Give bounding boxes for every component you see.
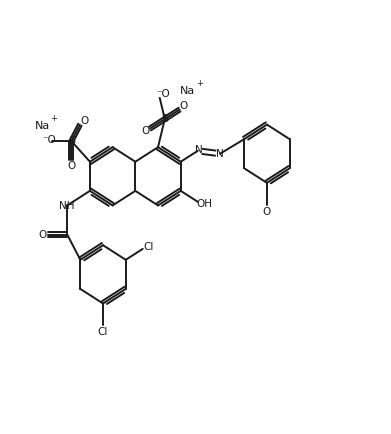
- Text: N: N: [195, 145, 203, 155]
- Text: Cl: Cl: [143, 242, 154, 252]
- Text: Na: Na: [180, 86, 196, 96]
- Text: +: +: [50, 114, 57, 123]
- Text: O: O: [81, 116, 89, 126]
- Text: O: O: [141, 125, 149, 136]
- Text: ⁻O: ⁻O: [42, 135, 56, 145]
- Text: NH: NH: [59, 201, 74, 211]
- Text: O: O: [67, 161, 75, 171]
- Text: N: N: [216, 149, 224, 159]
- Text: Na: Na: [35, 121, 50, 131]
- Text: Cl: Cl: [98, 327, 108, 337]
- Text: S: S: [161, 114, 169, 124]
- Text: O: O: [179, 101, 188, 111]
- Text: OH: OH: [197, 199, 213, 209]
- Text: +: +: [196, 79, 203, 89]
- Text: O: O: [263, 207, 271, 217]
- Text: ⁻O: ⁻O: [157, 89, 170, 99]
- Text: S: S: [68, 136, 75, 146]
- Text: O: O: [38, 230, 47, 240]
